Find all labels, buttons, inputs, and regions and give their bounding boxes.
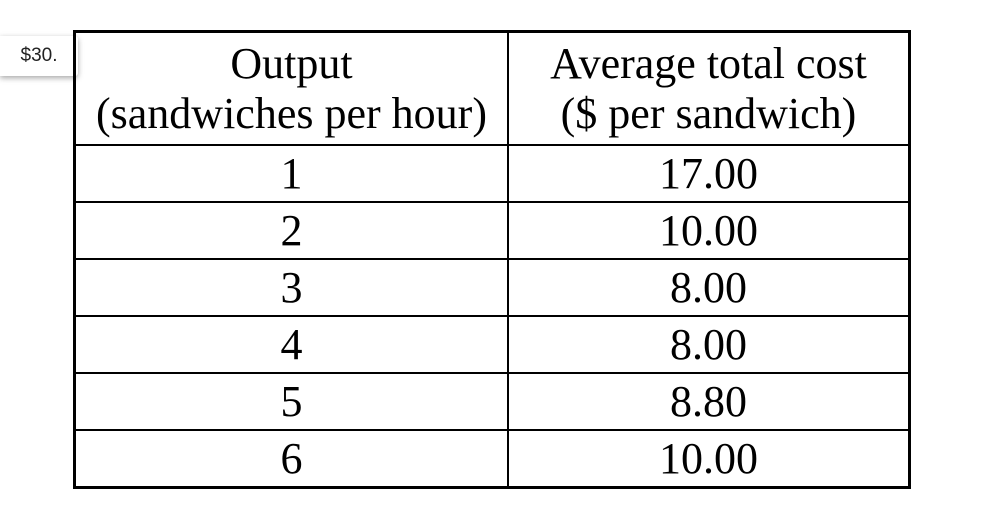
output-cell: 3: [73, 258, 509, 317]
header-line: ($ per sandwich): [560, 88, 857, 138]
table-row: 3 8.00: [73, 258, 911, 317]
table-row: 4 8.00: [73, 315, 911, 374]
output-cell: 6: [73, 429, 509, 489]
cost-cell: 10.00: [507, 201, 911, 260]
header-row: Output (sandwiches per hour) Average tot…: [73, 30, 911, 146]
output-cell: 2: [73, 201, 509, 260]
header-cell: Output (sandwiches per hour): [73, 30, 509, 146]
header-line: Average total cost: [550, 38, 867, 88]
header-cell: Average total cost ($ per sandwich): [507, 30, 911, 146]
output-cell: 5: [73, 372, 509, 431]
table-header: Output (sandwiches per hour) Average tot…: [73, 30, 911, 146]
cost-cell: 8.80: [507, 372, 911, 431]
cost-cell: 8.00: [507, 258, 911, 317]
table-row: 1 17.00: [73, 144, 911, 203]
cost-cell: 17.00: [507, 144, 911, 203]
cost-cell: 8.00: [507, 315, 911, 374]
table-row: 6 10.00: [73, 429, 911, 489]
table-body: 1 17.00 2 10.00 3 8.00 4 8.00 5 8.80 6 10.00: [73, 144, 911, 489]
header-line: (sandwiches per hour): [96, 88, 487, 138]
table-row: 5 8.80: [73, 372, 911, 431]
cost-table: Output (sandwiches per hour) Average tot…: [73, 30, 911, 489]
cost-cell: 10.00: [507, 429, 911, 489]
output-cell: 4: [73, 315, 509, 374]
question-badge: $30.: [0, 36, 78, 76]
table-row: 2 10.00: [73, 201, 911, 260]
output-cell: 1: [73, 144, 509, 203]
header-line: Output: [230, 38, 353, 88]
